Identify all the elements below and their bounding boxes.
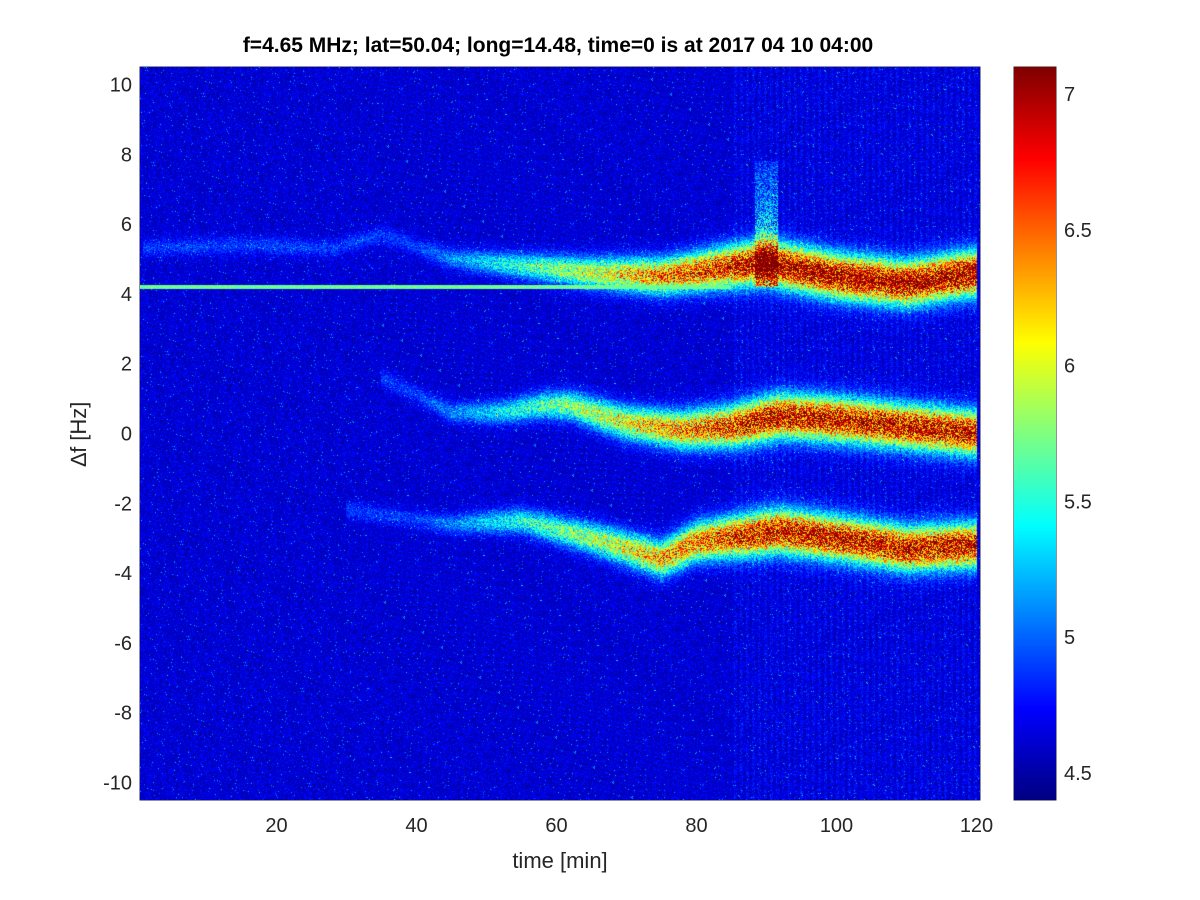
y-tick-label: 8	[121, 144, 132, 166]
y-tick-label: -6	[114, 633, 132, 655]
x-tick-label: 20	[265, 815, 287, 837]
x-tick-label: 80	[685, 815, 707, 837]
chart-title: f=4.65 MHz; lat=50.04; long=14.48, time=…	[243, 34, 873, 57]
colorbar	[1014, 67, 1056, 800]
y-tick-label: 0	[121, 424, 132, 446]
colorbar-tick-label: 5	[1064, 627, 1075, 649]
colorbar-tick-label: 6	[1064, 356, 1075, 378]
colorbar-tick-label: 4.5	[1064, 763, 1092, 785]
y-tick-label: -10	[103, 773, 132, 795]
x-tick-label: 120	[960, 815, 993, 837]
y-tick-label: 6	[121, 214, 132, 236]
x-axis-ticks: 20 40 60 80 100 120	[265, 67, 993, 837]
y-tick-label: -2	[114, 493, 132, 515]
x-tick-label: 40	[405, 815, 427, 837]
colorbar-tick-label: 6.5	[1064, 220, 1092, 242]
x-axis-label: time [min]	[512, 848, 607, 873]
y-axis-label: ∆f [Hz]	[66, 402, 91, 467]
colorbar-tick-label: 7	[1064, 84, 1075, 106]
colorbar-tick-label: 5.5	[1064, 491, 1092, 513]
y-tick-label: 10	[110, 74, 132, 96]
y-tick-label: 2	[121, 354, 132, 376]
y-tick-label: -8	[114, 703, 132, 725]
x-tick-label: 60	[545, 815, 567, 837]
y-tick-label: 4	[121, 284, 132, 306]
x-tick-label: 100	[820, 815, 853, 837]
y-tick-label: -4	[114, 563, 132, 585]
y-axis-ticks: 10 8 6 4 2 0 -2 -4 -6 -8 -10	[103, 74, 980, 795]
spectrogram-plot	[140, 67, 980, 800]
